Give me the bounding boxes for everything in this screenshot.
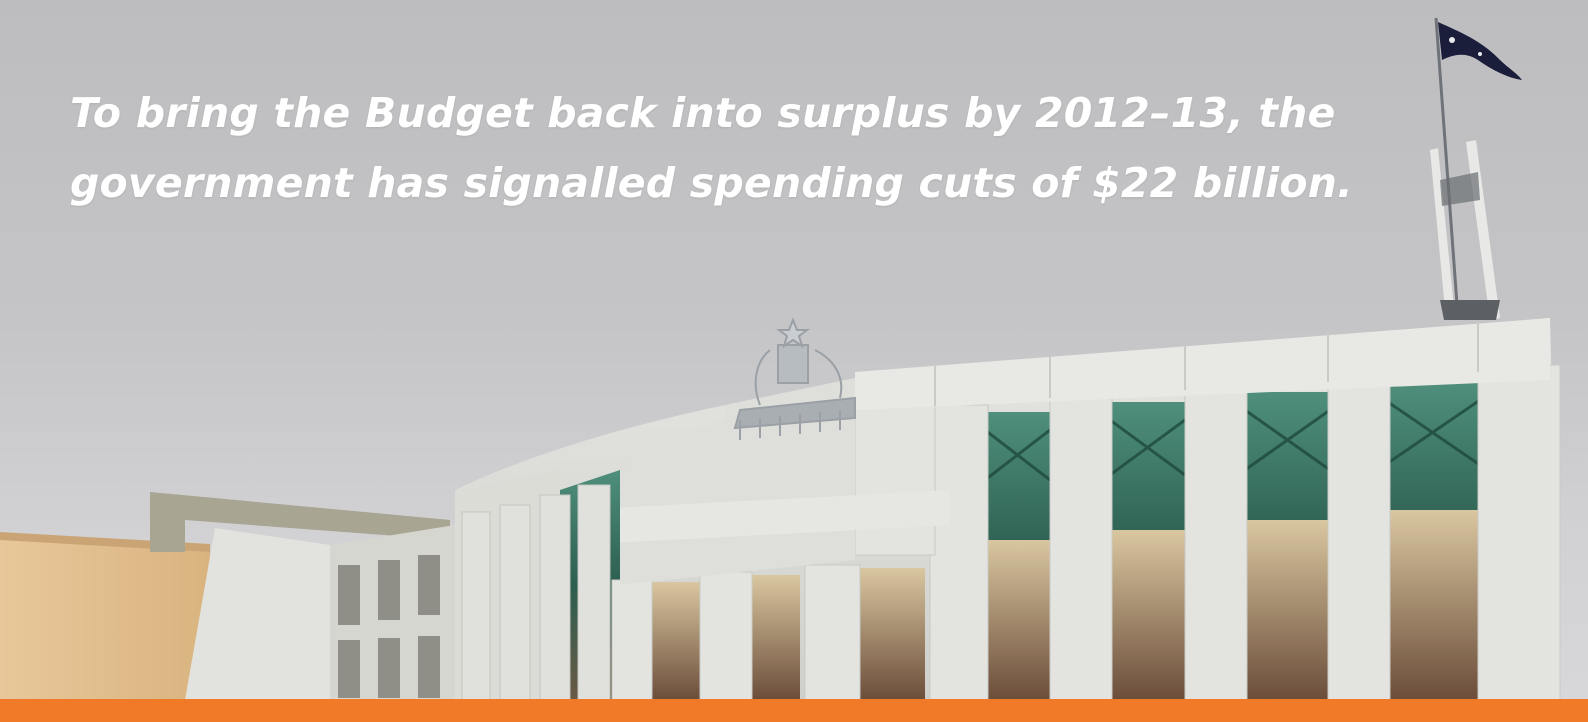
headline-line-1: To bring the Budget back into surplus by…	[70, 89, 1336, 137]
coat-of-arms-icon	[733, 317, 856, 440]
left-building	[0, 492, 450, 700]
headline: To bring the Budget back into surplus by…	[70, 78, 1353, 218]
accent-bar	[0, 699, 1588, 722]
facade	[185, 318, 1561, 701]
flagpole-icon	[1430, 17, 1500, 320]
australian-flag-icon	[1438, 22, 1522, 80]
headline-line-2: government has signalled spending cuts o…	[70, 159, 1353, 207]
